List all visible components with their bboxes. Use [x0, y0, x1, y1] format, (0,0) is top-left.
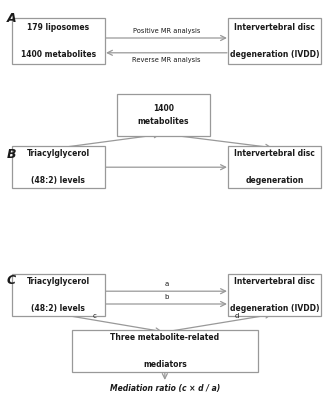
FancyBboxPatch shape: [228, 146, 321, 188]
FancyBboxPatch shape: [117, 94, 210, 136]
Text: Triacylglycerol

(48:2) levels: Triacylglycerol (48:2) levels: [27, 277, 90, 314]
Text: Intervertebral disc

degeneration (IVDD): Intervertebral disc degeneration (IVDD): [230, 22, 319, 59]
Text: a: a: [165, 281, 168, 287]
Text: Reverse MR analysis: Reverse MR analysis: [132, 57, 201, 63]
Text: C: C: [7, 274, 16, 286]
Text: Triacylglycerol

(48:2) levels: Triacylglycerol (48:2) levels: [27, 148, 90, 186]
FancyBboxPatch shape: [228, 18, 321, 64]
Text: d: d: [234, 313, 239, 319]
Text: Positive MR analysis: Positive MR analysis: [133, 28, 200, 34]
Text: A: A: [7, 12, 16, 24]
FancyBboxPatch shape: [12, 18, 105, 64]
Text: Intervertebral disc

degeneration (IVDD): Intervertebral disc degeneration (IVDD): [230, 277, 319, 314]
Text: c: c: [93, 313, 97, 319]
FancyBboxPatch shape: [228, 274, 321, 316]
Text: B: B: [7, 148, 16, 160]
Text: Three metabolite-related

mediators: Three metabolite-related mediators: [110, 333, 219, 370]
FancyBboxPatch shape: [72, 330, 258, 372]
Text: Mediation ratio (c × d / a): Mediation ratio (c × d / a): [110, 384, 220, 393]
FancyBboxPatch shape: [12, 146, 105, 188]
Text: 1400
metabolites: 1400 metabolites: [138, 104, 189, 126]
Text: 179 liposomes

1400 metabolites: 179 liposomes 1400 metabolites: [21, 22, 96, 59]
FancyBboxPatch shape: [12, 274, 105, 316]
Text: b: b: [164, 294, 169, 300]
Text: Intervertebral disc

degeneration: Intervertebral disc degeneration: [234, 148, 315, 186]
